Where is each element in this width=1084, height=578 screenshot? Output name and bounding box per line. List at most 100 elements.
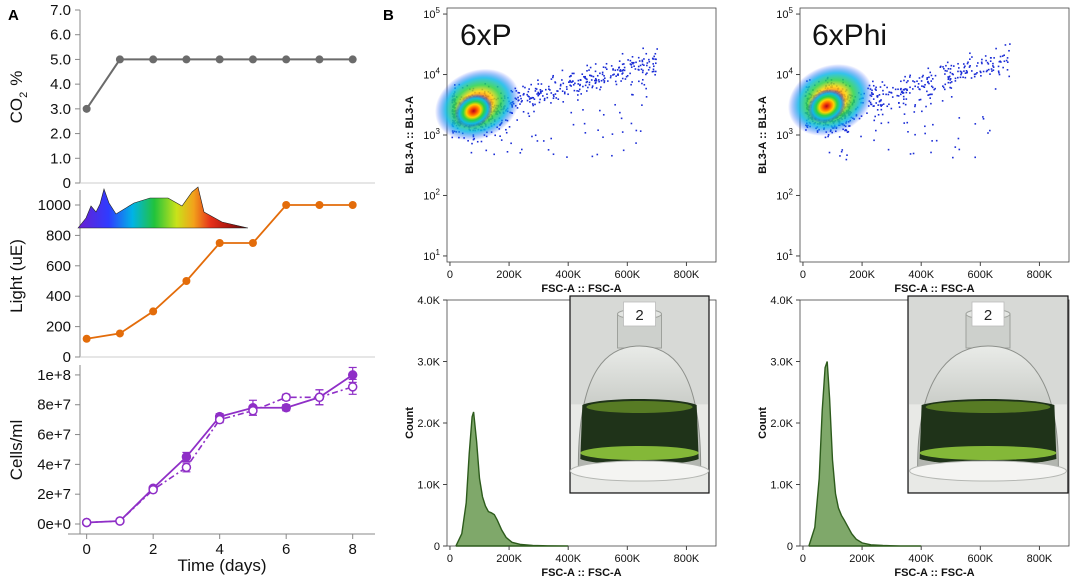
scatter-point: [909, 76, 911, 78]
scatter-point: [888, 103, 890, 106]
scatter-point: [1008, 75, 1011, 78]
scatter-point: [948, 75, 951, 78]
scatter-point: [875, 129, 877, 132]
scatter-point: [982, 118, 985, 120]
scatter-point: [641, 63, 644, 66]
scatter-point: [594, 77, 597, 80]
scatter-point: [638, 80, 640, 83]
co2-point: [282, 55, 291, 64]
scatter-point: [577, 79, 580, 82]
scatter-point: [538, 101, 541, 104]
scatter-point: [631, 93, 633, 96]
scatter-point: [897, 88, 899, 91]
scatter-point: [632, 93, 634, 96]
scatter-point: [573, 89, 576, 92]
scatter-point: [652, 68, 655, 71]
scatter-6xP-title: 6xP: [460, 19, 512, 52]
scatter-point: [602, 136, 604, 139]
scatter-point: [616, 69, 619, 71]
scatter-point: [960, 73, 962, 76]
light-y-tick-label: 800: [46, 227, 71, 244]
scatter-point: [944, 83, 947, 86]
scatter-point: [927, 80, 929, 83]
scatter-point: [621, 70, 624, 72]
scatter-point: [999, 55, 1002, 58]
scatter-point: [887, 121, 890, 124]
scatter-point: [596, 153, 599, 156]
scatter-point: [944, 69, 947, 72]
scatter-point: [986, 61, 989, 64]
scatter-point: [939, 65, 942, 68]
scatter-point: [973, 73, 976, 76]
scatter-point: [873, 119, 876, 122]
scatter-point: [519, 103, 521, 105]
scatter-point: [533, 98, 536, 100]
scatter-point: [839, 155, 841, 157]
scatter-point: [982, 70, 985, 73]
cells-y-tick-label: 4e+7: [37, 456, 71, 473]
scatter-point: [573, 72, 575, 75]
histogram-6xPhi: 0 200K 400K 600K 800K 0 1.0K 2.0K 3.0K 4.0K FSC-A …: [757, 295, 1070, 578]
scatter-point: [921, 110, 923, 113]
cells-y-label: Cells/ml: [7, 420, 26, 480]
scatter-point: [828, 151, 831, 154]
scatter-point: [1001, 55, 1004, 57]
scatter-point: [569, 81, 572, 83]
scatter-point: [947, 76, 950, 79]
scatter-point: [998, 60, 1001, 63]
scatter-point: [610, 65, 613, 67]
scatter-point: [991, 70, 993, 72]
scatter-point: [641, 71, 644, 74]
scatter-point: [607, 80, 609, 82]
scatter-point: [570, 85, 572, 87]
co2-point: [182, 55, 191, 64]
scatter-point: [554, 93, 557, 95]
light-point: [149, 307, 158, 316]
scatter-y-tick-label: 101: [423, 248, 440, 263]
histogram-x-tick-label: 400K: [908, 553, 934, 565]
scatter-y-tick-label: 103: [776, 127, 793, 142]
scatter-point: [876, 109, 879, 111]
scatter-point: [594, 63, 597, 65]
flask-photo-6xP: 2: [569, 295, 710, 494]
scatter-point: [620, 80, 622, 82]
scatter-point: [881, 81, 884, 83]
scatter-point: [522, 110, 525, 113]
scatter-point: [451, 136, 454, 139]
scatter-point: [467, 139, 469, 142]
scatter-point: [653, 70, 655, 73]
scatter-point: [603, 75, 605, 77]
scatter-point: [550, 137, 553, 140]
co2-y-tick-label: 2.0: [50, 126, 71, 143]
scatter-point: [943, 88, 946, 91]
flask-algae-band: [580, 446, 699, 460]
scatter-point: [960, 71, 963, 73]
light-spectrum-inset: [77, 186, 249, 229]
scatter-point: [1003, 54, 1005, 57]
scatter-point: [914, 104, 917, 106]
scatter-point: [964, 65, 966, 68]
scatter-point: [571, 81, 573, 83]
scatter-point: [619, 111, 621, 114]
scatter-point: [531, 103, 534, 105]
scatter-point: [641, 82, 643, 85]
scatter-point: [623, 66, 626, 69]
scatter-point: [931, 78, 934, 80]
scatter-point: [597, 129, 599, 132]
cells-y-tick-label: 6e+7: [37, 427, 71, 444]
scatter-point: [902, 102, 905, 105]
scatter-point: [612, 74, 614, 76]
scatter-point: [562, 82, 565, 85]
scatter-point: [877, 104, 880, 106]
scatter-point: [980, 71, 982, 74]
scatter-point: [914, 133, 916, 136]
scatter-point: [892, 86, 894, 89]
scatter-point: [875, 89, 877, 91]
scatter-point: [926, 78, 928, 80]
scatter-point: [591, 85, 594, 87]
scatter-point: [981, 62, 983, 65]
scatter-point: [880, 108, 883, 111]
scatter-point: [929, 71, 932, 74]
scatter-x-tick-label: 0: [447, 269, 453, 281]
light-point: [215, 239, 224, 247]
